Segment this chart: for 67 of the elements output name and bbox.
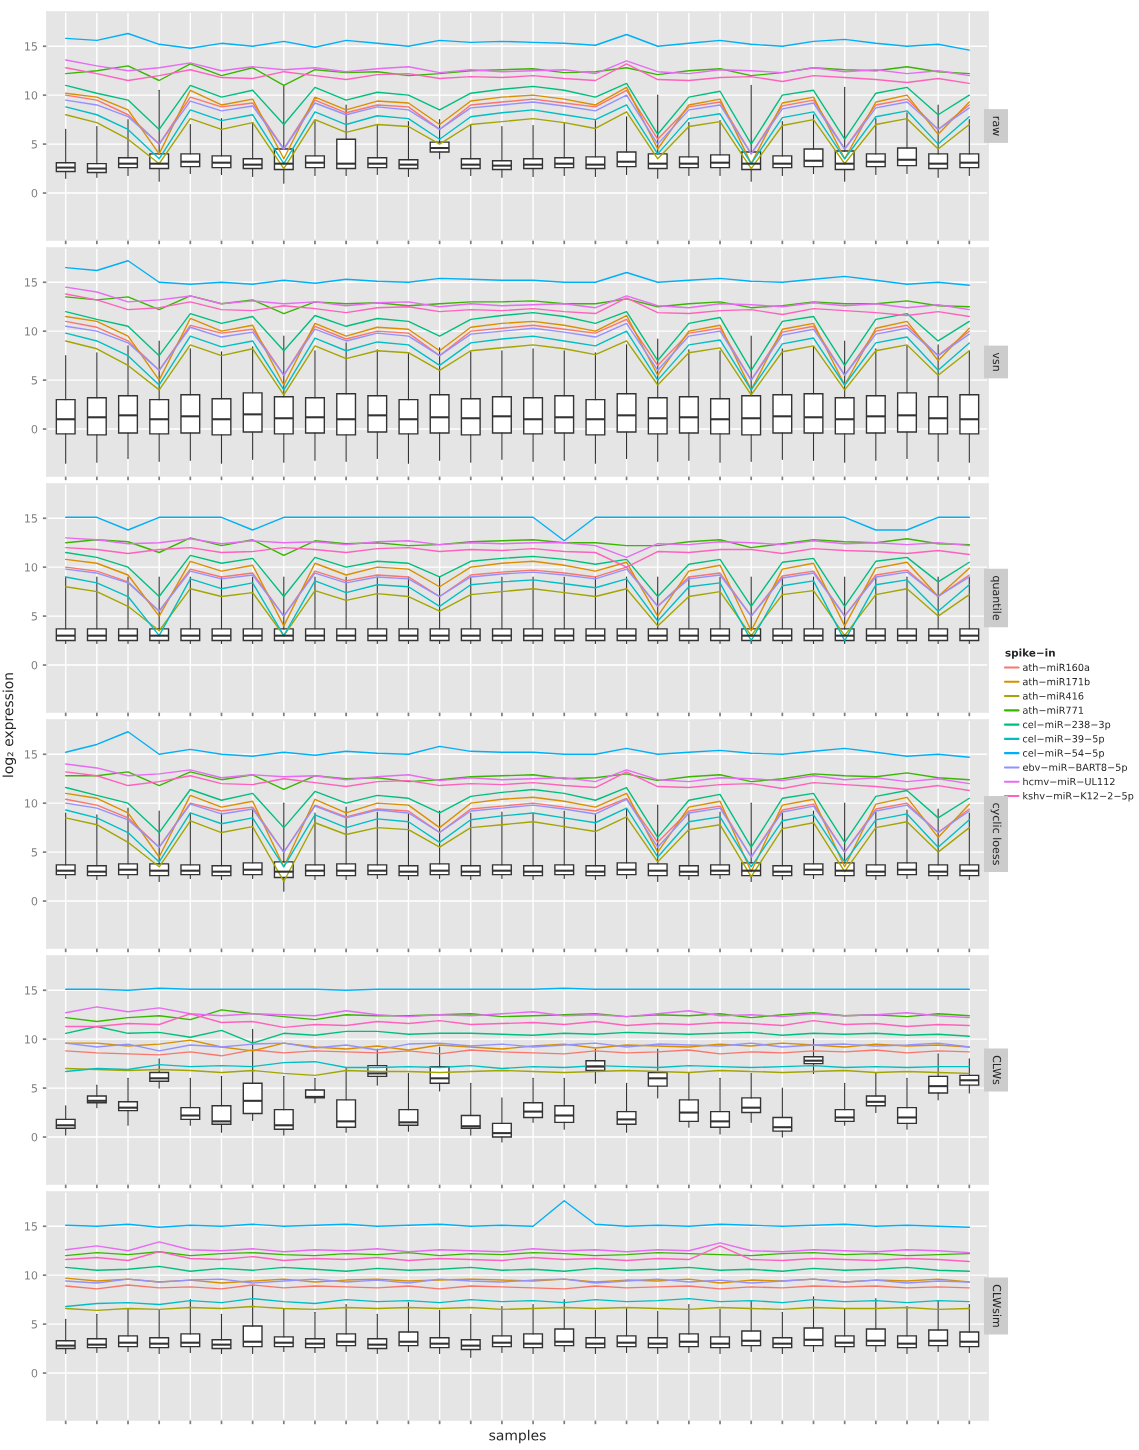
legend-label: cel−miR−54−5p [1022,749,1105,759]
x-axis-title: samples [489,1429,546,1444]
line-series [65,816,970,883]
y-tick-label: 5 [31,376,37,385]
line-series [65,1297,970,1308]
y-tick-label: 10 [25,1035,38,1044]
text: CLWs [992,1055,1002,1085]
line-series [65,763,970,785]
line-series [65,1013,970,1029]
line-series [65,546,970,568]
legend-label: cel−miR−238−3p [1022,720,1111,731]
line-series [65,330,970,391]
y-tick-label: 10 [25,799,38,808]
legend-label: ath−miR160a [1023,663,1090,672]
y-tick-label: 5 [31,140,37,149]
line-series [65,731,970,758]
y-tick-label: 5 [31,848,37,857]
y-tick-label: 5 [31,1320,37,1329]
line-series [65,1200,970,1228]
y-tick-label: 10 [25,91,38,100]
text: quantile [990,575,1002,621]
y-tick-label: 15 [25,42,37,51]
line-series [65,59,970,77]
line-series [65,314,970,391]
y-tick-label: 0 [31,661,38,670]
y-tick-label: 15 [25,1222,37,1231]
line-series [65,1025,970,1044]
line-series [65,551,970,608]
y-tick-label: 0 [31,897,38,906]
y-axis-title: log₂ expression [2,673,16,777]
text: vsn [992,352,1000,371]
y-tick-label: 0 [31,425,38,434]
line-series [65,286,970,311]
y-tick-label: 15 [25,278,37,287]
y-tick-label: 5 [31,612,37,621]
y-tick-label: 5 [31,1084,37,1093]
y-tick-label: 15 [25,514,37,523]
y-tick-label: 10 [25,563,38,572]
y-tick-label: 0 [31,189,38,198]
y-tick-label: 10 [25,1271,38,1280]
y-tick-label: 0 [31,1369,38,1378]
legend-label: ath−miR416 [1023,692,1084,700]
y-tick-label: 0 [31,1133,38,1142]
y-tick-label: 15 [25,986,37,995]
legend-label: ebv−miR−BART8−5p [1022,763,1128,773]
legend-label: cel−miR−39−5p [1022,734,1105,745]
line-series [65,1006,970,1019]
legend-title: spike−in [1005,648,1055,659]
line-series [65,32,970,51]
text: raw [992,116,1000,136]
legend-label: ath−miR171b [1023,677,1090,686]
y-tick-label: 15 [25,750,37,759]
line-series [65,786,970,848]
legend-label: kshv−miR−K12−2−5p [1023,791,1134,802]
line-series [65,1241,970,1254]
legend-label: ath−miR771 [1023,706,1084,714]
text: cyclic loess [990,803,1002,865]
line-series [65,576,970,642]
line-series [65,340,970,396]
line-series [65,260,970,286]
line-series [65,310,970,372]
text: CLWsim [992,1284,1002,1327]
legend-label: hcmv−miR−UL112 [1023,777,1115,786]
line-series [65,1245,970,1263]
y-tick-label: 10 [25,327,38,336]
line-series [65,111,970,170]
line-series [65,82,970,145]
